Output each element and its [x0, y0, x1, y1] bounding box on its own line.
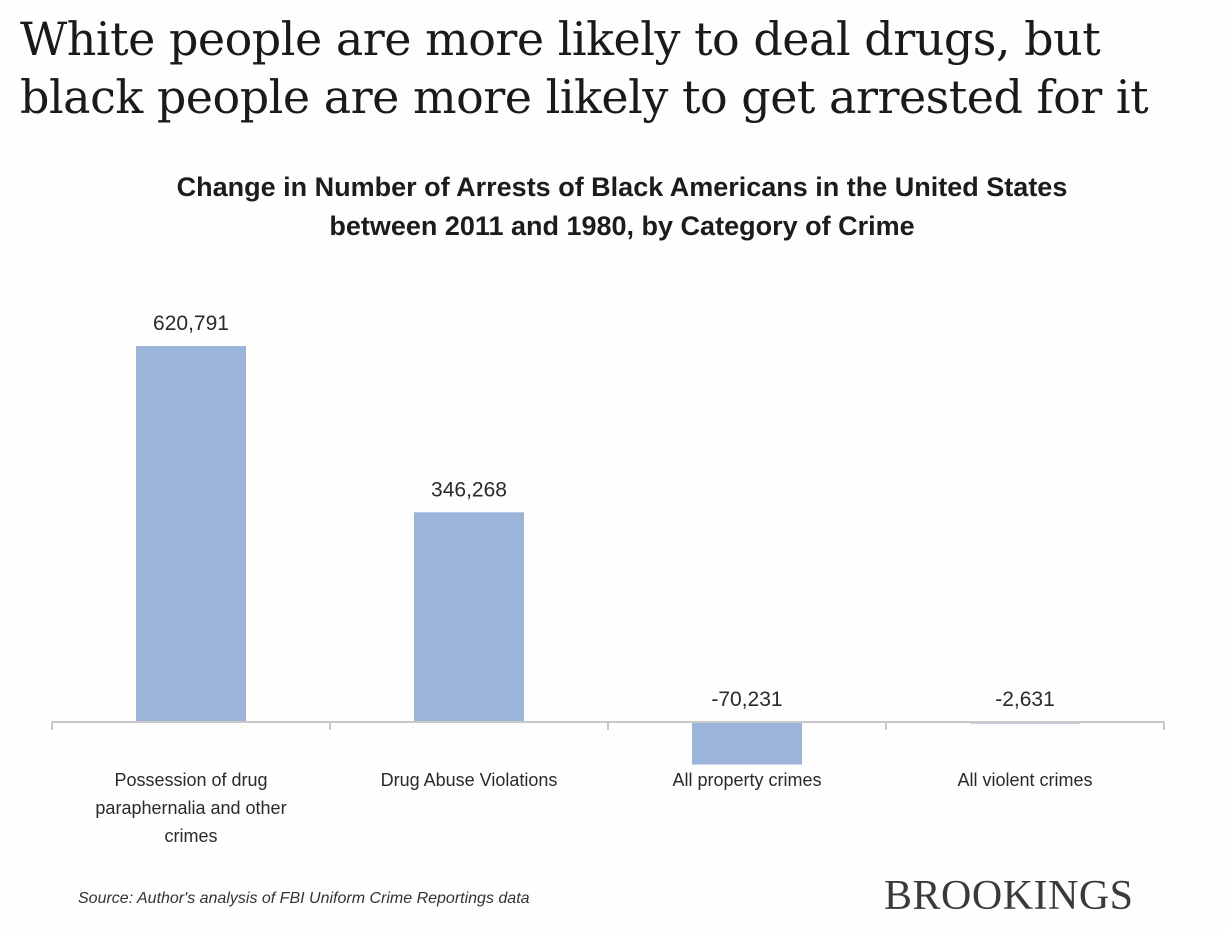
headline-line-2: black people are more likely to get arre… — [20, 70, 1149, 124]
source-note: Source: Author's analysis of FBI Uniform… — [78, 890, 530, 907]
bar-1 — [136, 346, 246, 722]
category-label-2: Drug Abuse Violations — [381, 770, 558, 790]
category-label-3: All property crimes — [672, 770, 821, 790]
data-label-1: 620,791 — [153, 312, 229, 335]
data-label-2: 346,268 — [431, 478, 507, 501]
data-label-4: -2,631 — [995, 688, 1055, 711]
headline-line-1: White people are more likely to deal dru… — [20, 12, 1101, 66]
bar-2 — [414, 512, 524, 722]
chart-title: Change in Number of Arrests of Black Ame… — [176, 172, 1068, 241]
category-label-1: Possession of drug paraphernalia and othe… — [95, 770, 286, 846]
bar-3 — [692, 722, 802, 765]
headline: White people are more likely to deal dru… — [20, 10, 1220, 126]
data-label-3: -70,231 — [711, 688, 782, 711]
brookings-logo: BROOKINGS — [884, 873, 1134, 919]
category-label-4: All violent crimes — [957, 770, 1092, 790]
